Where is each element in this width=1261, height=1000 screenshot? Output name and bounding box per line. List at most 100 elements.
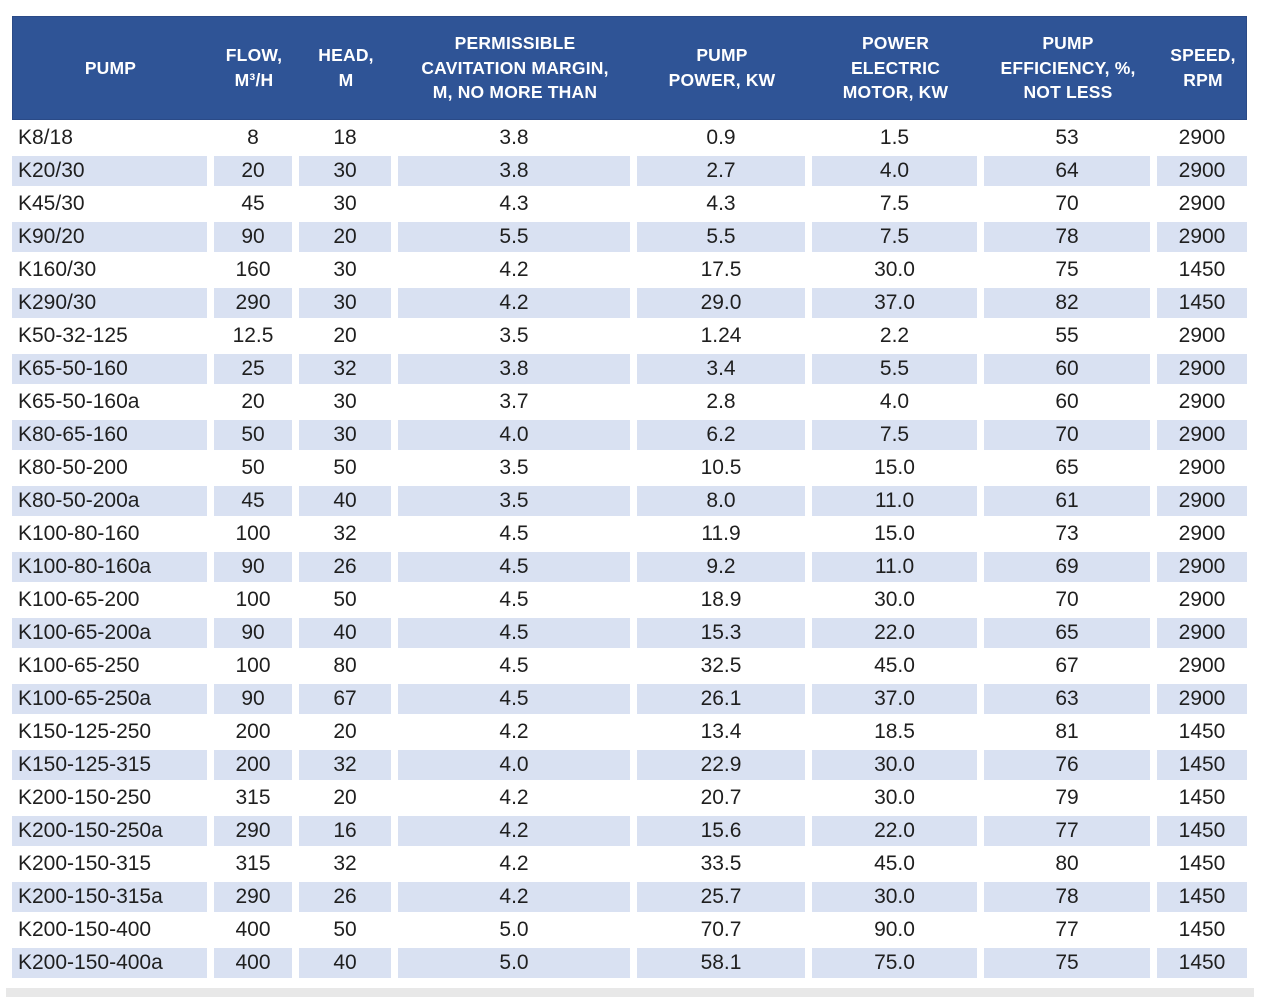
value-cell: 53: [984, 123, 1150, 153]
value-cell: 78: [984, 222, 1150, 252]
value-cell: 63: [984, 684, 1150, 714]
pump-name-cell: K100-65-250a: [12, 684, 207, 714]
value-cell: 32: [299, 519, 391, 549]
value-cell: 15.0: [812, 519, 977, 549]
value-cell: 2900: [1157, 453, 1247, 483]
value-cell: 1450: [1157, 750, 1247, 780]
value-cell: 15.6: [637, 816, 805, 846]
value-cell: 100: [214, 585, 292, 615]
value-cell: 15.3: [637, 618, 805, 648]
pump-name-cell: K290/30: [12, 288, 207, 318]
value-cell: 20: [299, 783, 391, 813]
pump-name-cell: K80-50-200: [12, 453, 207, 483]
table-row: K20/30 20 30 3.8 2.7 4.0 64 2900: [12, 156, 1247, 186]
value-cell: 26: [299, 552, 391, 582]
value-cell: 1450: [1157, 948, 1247, 978]
pump-name-cell: K65-50-160a: [12, 387, 207, 417]
value-cell: 30.0: [812, 585, 977, 615]
value-cell: 90.0: [812, 915, 977, 945]
value-cell: 45: [214, 486, 292, 516]
value-cell: 78: [984, 882, 1150, 912]
value-cell: 6.2: [637, 420, 805, 450]
header-cell-motor-power: POWER ELECTRIC MOTOR, KW: [842, 32, 949, 103]
value-cell: 5.5: [637, 222, 805, 252]
table-row: K100-65-200a 90 40 4.5 15.3 22.0 65 2900: [12, 618, 1247, 648]
value-cell: 30.0: [812, 750, 977, 780]
value-cell: 30.0: [812, 255, 977, 285]
value-cell: 2900: [1157, 618, 1247, 648]
value-cell: 32: [299, 849, 391, 879]
value-cell: 90: [214, 618, 292, 648]
pump-specifications-table: PUMP FLOW, M³/H HEAD, M PERMISSIBLE CAVI…: [12, 16, 1247, 981]
value-cell: 4.0: [812, 387, 977, 417]
value-cell: 79: [984, 783, 1150, 813]
value-cell: 3.8: [398, 156, 630, 186]
value-cell: 77: [984, 915, 1150, 945]
value-cell: 4.2: [398, 255, 630, 285]
value-cell: 4.0: [812, 156, 977, 186]
value-cell: 2900: [1157, 552, 1247, 582]
value-cell: 2900: [1157, 519, 1247, 549]
value-cell: 90: [214, 222, 292, 252]
value-cell: 13.4: [637, 717, 805, 747]
value-cell: 30: [299, 156, 391, 186]
value-cell: 45: [214, 189, 292, 219]
bottom-divider: [6, 988, 1254, 997]
value-cell: 7.5: [812, 189, 977, 219]
value-cell: 400: [214, 948, 292, 978]
pump-name-cell: K45/30: [12, 189, 207, 219]
value-cell: 50: [299, 453, 391, 483]
pump-name-cell: K20/30: [12, 156, 207, 186]
table-row: K100-80-160 100 32 4.5 11.9 15.0 73 2900: [12, 519, 1247, 549]
value-cell: 50: [299, 585, 391, 615]
value-cell: 22.0: [812, 618, 977, 648]
table-row: K290/30 290 30 4.2 29.0 37.0 82 1450: [12, 288, 1247, 318]
value-cell: 11.9: [637, 519, 805, 549]
table-header: PUMP FLOW, M³/H HEAD, M PERMISSIBLE CAVI…: [12, 16, 1247, 120]
value-cell: 4.0: [398, 750, 630, 780]
value-cell: 4.2: [398, 783, 630, 813]
value-cell: 65: [984, 453, 1150, 483]
table-row: K100-65-250 100 80 4.5 32.5 45.0 67 2900: [12, 651, 1247, 681]
value-cell: 0.9: [637, 123, 805, 153]
table-row: K100-80-160a 90 26 4.5 9.2 11.0 69 2900: [12, 552, 1247, 582]
value-cell: 18.9: [637, 585, 805, 615]
value-cell: 30.0: [812, 783, 977, 813]
table-row: K65-50-160a 20 30 3.7 2.8 4.0 60 2900: [12, 387, 1247, 417]
value-cell: 70: [984, 189, 1150, 219]
header-cell-head: HEAD, M: [318, 45, 374, 90]
value-cell: 4.3: [398, 189, 630, 219]
table-row: K200-150-250a 290 16 4.2 15.6 22.0 77 1450: [12, 816, 1247, 846]
pump-name-cell: K200-150-315: [12, 849, 207, 879]
value-cell: 20: [214, 387, 292, 417]
value-cell: 2900: [1157, 156, 1247, 186]
value-cell: 2900: [1157, 321, 1247, 351]
value-cell: 30: [299, 387, 391, 417]
pump-name-cell: K80-50-200a: [12, 486, 207, 516]
pump-name-cell: K150-125-250: [12, 717, 207, 747]
value-cell: 26: [299, 882, 391, 912]
value-cell: 3.5: [398, 321, 630, 351]
value-cell: 76: [984, 750, 1150, 780]
value-cell: 5.5: [812, 354, 977, 384]
pump-name-cell: K50-32-125: [12, 321, 207, 351]
pump-name-cell: K100-65-250: [12, 651, 207, 681]
value-cell: 4.5: [398, 519, 630, 549]
value-cell: 2900: [1157, 354, 1247, 384]
table-row: K200-150-315a 290 26 4.2 25.7 30.0 78 1450: [12, 882, 1247, 912]
header-cell-efficiency: PUMP EFFICIENCY, %, NOT LESS: [1000, 32, 1136, 103]
value-cell: 100: [214, 519, 292, 549]
value-cell: 80: [984, 849, 1150, 879]
value-cell: 1.24: [637, 321, 805, 351]
value-cell: 3.5: [398, 486, 630, 516]
table-row: K80-50-200 50 50 3.5 10.5 15.0 65 2900: [12, 453, 1247, 483]
value-cell: 1.5: [812, 123, 977, 153]
value-cell: 2900: [1157, 222, 1247, 252]
value-cell: 32.5: [637, 651, 805, 681]
pump-name-cell: K8/18: [12, 123, 207, 153]
pump-name-cell: K80-65-160: [12, 420, 207, 450]
value-cell: 15.0: [812, 453, 977, 483]
value-cell: 3.5: [398, 453, 630, 483]
value-cell: 18.5: [812, 717, 977, 747]
